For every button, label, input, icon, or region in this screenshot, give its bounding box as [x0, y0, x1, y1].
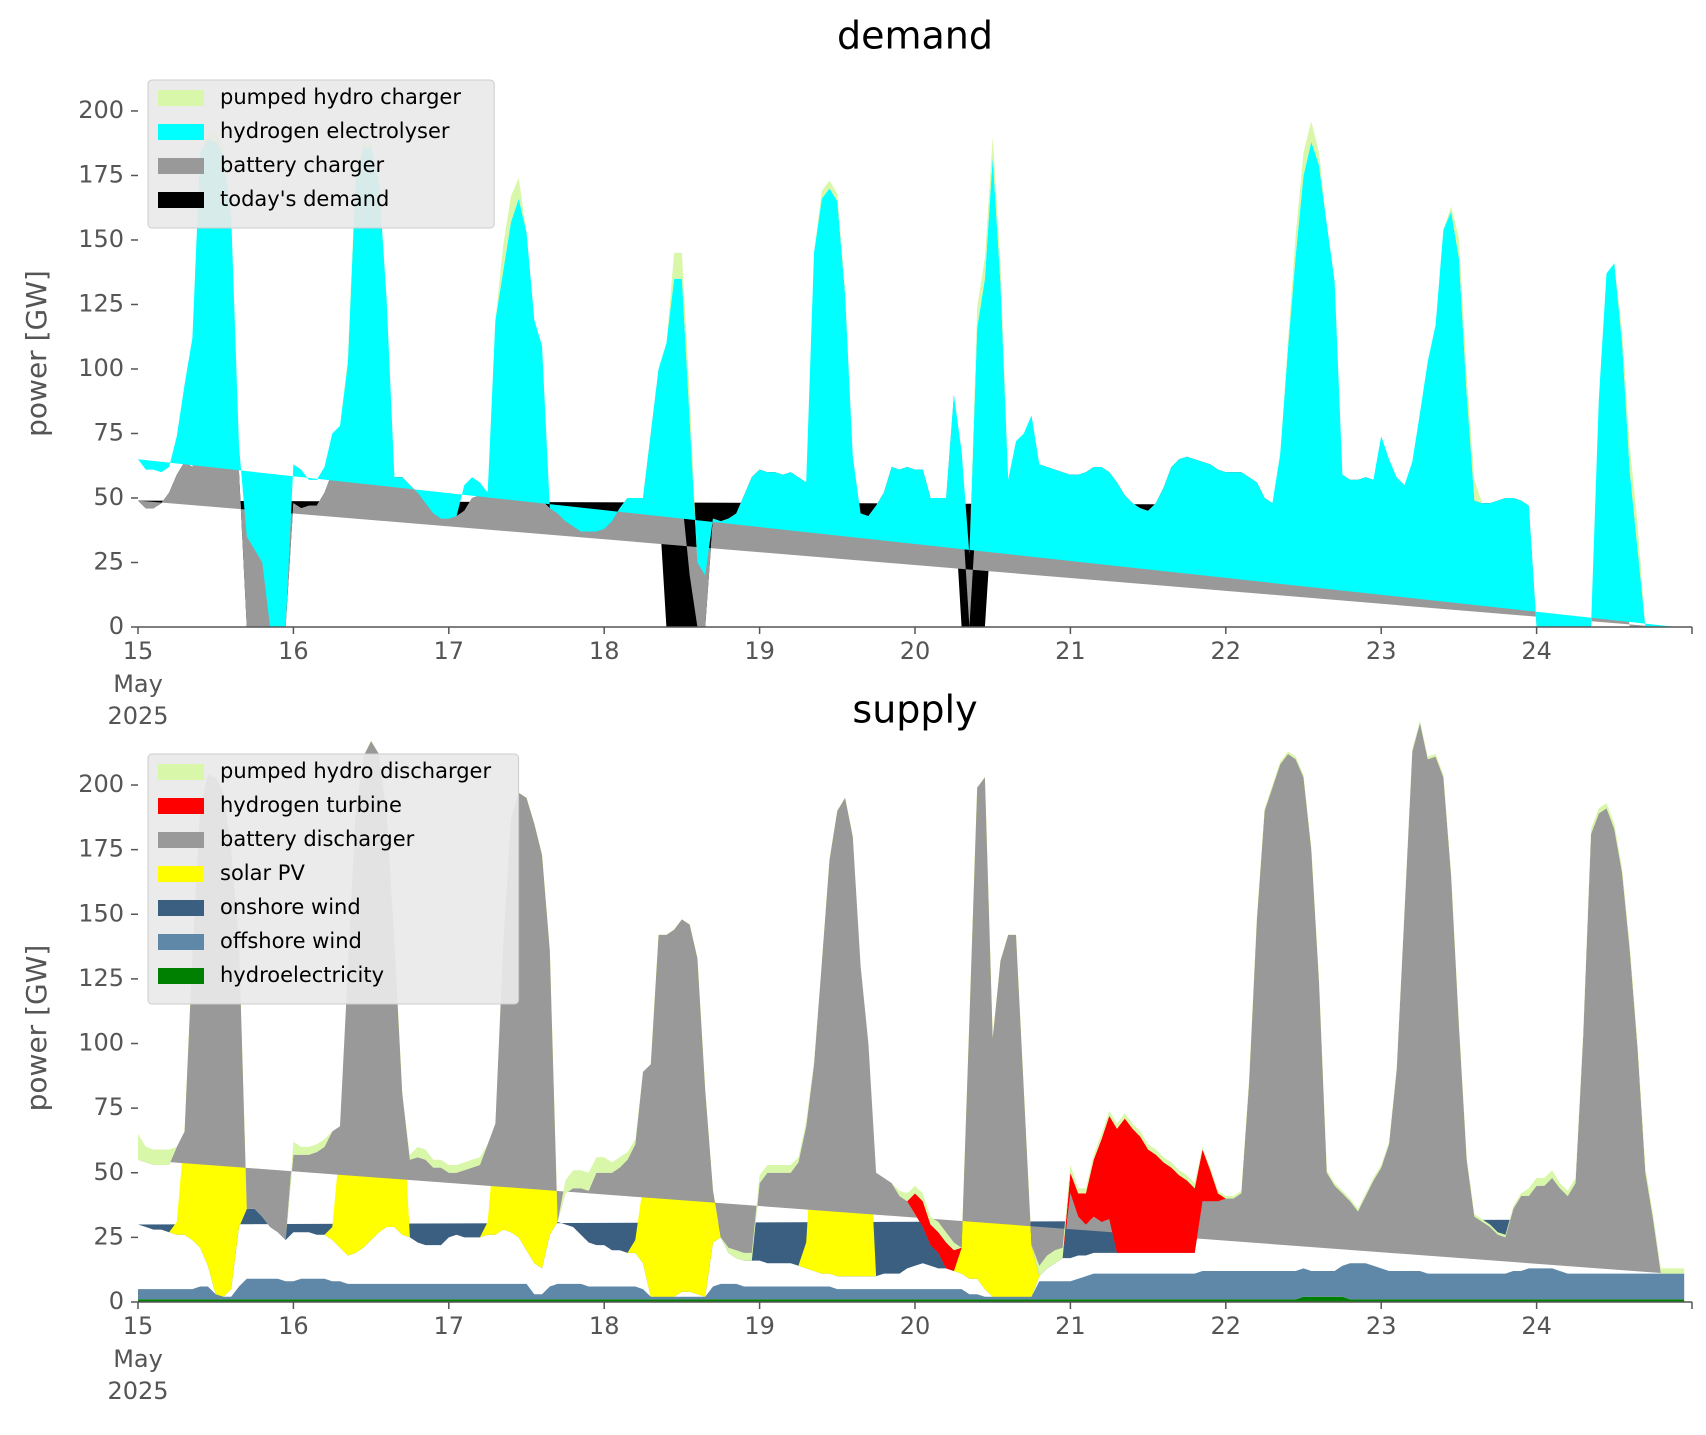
x-tick-label: 21 [1055, 637, 1086, 665]
legend-label: solar PV [220, 861, 305, 885]
legend-label: hydrogen electrolyser [220, 119, 450, 143]
x-tick-label: 23 [1366, 637, 1397, 665]
legend-box [147, 79, 495, 229]
x-tick-label: 24 [1521, 1312, 1552, 1340]
y-tick-label: 0 [109, 612, 124, 640]
legend-swatch [158, 192, 204, 208]
legend-label: hydrogen turbine [220, 793, 402, 817]
legend-label: today's demand [220, 187, 389, 211]
legend-label: offshore wind [220, 929, 362, 953]
x-tick-label: 21 [1055, 1312, 1086, 1340]
series-area-hydrogen-electrolyser [138, 139, 1677, 628]
legend-swatch [158, 158, 204, 174]
x-tick-label: 22 [1211, 1312, 1242, 1340]
x-tick-label: 19 [744, 637, 775, 665]
legend-swatch [158, 832, 204, 848]
x-tick-label: 24 [1521, 637, 1552, 665]
legend-label: battery charger [220, 153, 385, 177]
legend-swatch [158, 866, 204, 882]
y-tick-label: 175 [78, 835, 124, 863]
series-area-offshore-wind [138, 1263, 1685, 1300]
x-tick-sublabel: May [113, 1345, 163, 1373]
legend-swatch [158, 968, 204, 984]
y-tick-label: 200 [78, 770, 124, 798]
x-tick-label: 16 [278, 637, 309, 665]
y-axis-label: power [GW] [20, 945, 53, 1112]
y-tick-label: 100 [78, 1029, 124, 1057]
legend-swatch [158, 764, 204, 780]
x-tick-label: 15 [123, 1312, 154, 1340]
x-tick-label: 20 [900, 1312, 931, 1340]
y-tick-label: 0 [109, 1287, 124, 1315]
y-tick-label: 150 [78, 225, 124, 253]
legend-swatch [158, 900, 204, 916]
legend-box [147, 753, 520, 1005]
x-tick-label: 19 [744, 1312, 775, 1340]
x-tick-sublabel: May [113, 670, 163, 698]
legend-label: hydroelectricity [220, 963, 384, 987]
x-tick-sublabel: 2025 [107, 702, 168, 730]
y-tick-label: 25 [93, 547, 124, 575]
x-tick-label: 18 [589, 637, 620, 665]
y-tick-label: 200 [78, 96, 124, 124]
x-tick-label: 23 [1366, 1312, 1397, 1340]
y-tick-label: 125 [78, 964, 124, 992]
x-tick-label: 18 [589, 1312, 620, 1340]
y-tick-label: 50 [93, 1158, 124, 1186]
chart-title: demand [837, 14, 993, 58]
y-tick-label: 75 [93, 1093, 124, 1121]
x-tick-label: 17 [434, 1312, 465, 1340]
legend-swatch [158, 90, 204, 106]
chart-panel-demand: demand 0 25 50 75 100 125 150 175 200 power [GW] 15… [20, 14, 1693, 730]
legend: pumped hydro charger hydrogen electrolyse… [147, 79, 495, 229]
x-tick-label: 22 [1211, 637, 1242, 665]
legend-swatch [158, 124, 204, 140]
y-tick-label: 125 [78, 289, 124, 317]
x-tick-label: 17 [434, 637, 465, 665]
y-tick-label: 25 [93, 1222, 124, 1250]
y-tick-label: 100 [78, 354, 124, 382]
legend: pumped hydro discharger hydrogen turbine b… [147, 753, 520, 1005]
x-tick-label: 16 [278, 1312, 309, 1340]
legend-swatch [158, 798, 204, 814]
y-tick-label: 175 [78, 160, 124, 188]
legend-label: pumped hydro charger [220, 85, 461, 109]
y-tick-label: 50 [93, 483, 124, 511]
series-area-battery-discharger [138, 723, 1669, 1277]
y-axis-label: power [GW] [20, 270, 53, 437]
chart-panel-supply: supply 0 25 50 75 100 125 150 175 200 power [GW] 15… [20, 688, 1693, 1405]
x-tick-label: 20 [900, 637, 931, 665]
legend-swatch [158, 934, 204, 950]
chart-title: supply [852, 688, 977, 732]
y-tick-label: 150 [78, 899, 124, 927]
legend-label: pumped hydro discharger [220, 759, 491, 783]
x-tick-sublabel: 2025 [107, 1377, 168, 1405]
legend-label: onshore wind [220, 895, 361, 919]
x-tick-label: 15 [123, 637, 154, 665]
legend-label: battery discharger [220, 827, 415, 851]
y-tick-label: 75 [93, 418, 124, 446]
